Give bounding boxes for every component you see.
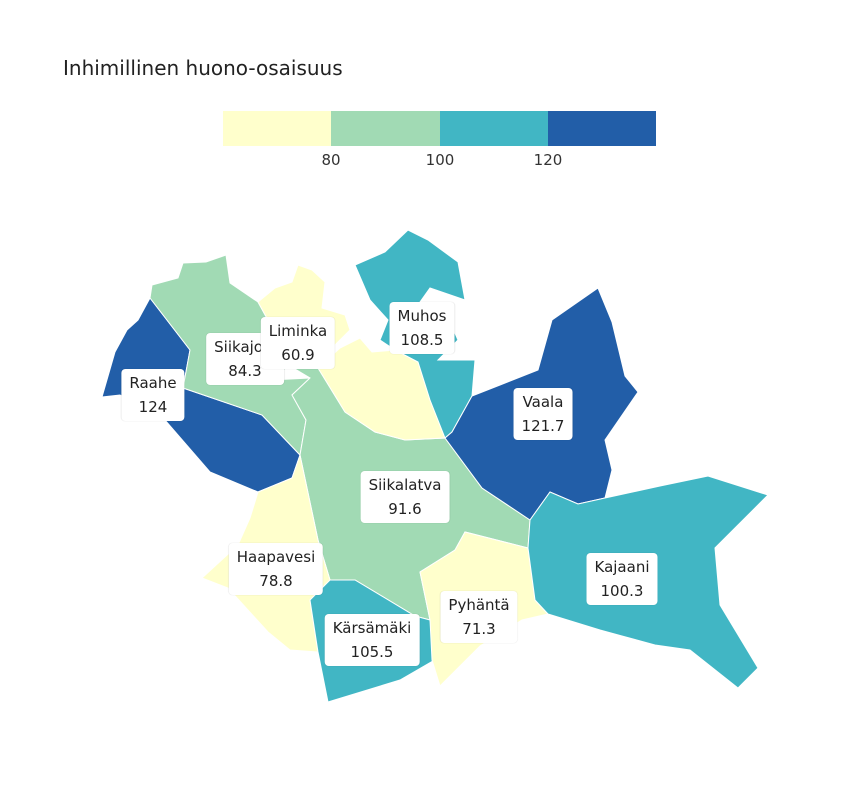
label-siikalatva: Siikalatva 91.6 (360, 471, 450, 523)
label-vaala: Vaala 121.7 (513, 388, 573, 440)
region-name: Siikajoki (214, 338, 276, 356)
region-name: Siikalatva (368, 476, 442, 494)
legend-swatch-2 (331, 111, 440, 146)
region-value: 100.3 (600, 582, 644, 600)
region-name: Kärsämäki (332, 619, 412, 637)
region-name: Pyhäntä (448, 596, 510, 614)
region-name: Raahe (129, 374, 177, 392)
region-value: 124 (138, 398, 168, 416)
region-name: Haapavesi (236, 548, 316, 566)
region-name: Kajaani (594, 558, 650, 576)
label-karsamaki: Kärsämäki 105.5 (324, 614, 420, 666)
label-liminka: Liminka 60.9 (260, 317, 336, 369)
legend-swatch-4 (548, 111, 656, 146)
legend-swatch-1 (223, 111, 331, 146)
legend-tick-80: 80 (321, 151, 341, 169)
region-value: 71.3 (462, 620, 496, 638)
label-haapavesi: Haapavesi 78.8 (228, 543, 324, 595)
legend-swatch-3 (440, 111, 548, 146)
region-name: Liminka (268, 322, 328, 340)
region-name: Muhos (397, 307, 447, 325)
region-value: 78.8 (259, 572, 293, 590)
region-value: 84.3 (228, 362, 262, 380)
region-value: 60.9 (281, 346, 315, 364)
label-muhos: Muhos 108.5 (389, 302, 455, 354)
legend-tick-100: 100 (425, 151, 455, 169)
label-kajaani: Kajaani 100.3 (586, 553, 658, 605)
legend-tick-120: 120 (533, 151, 563, 169)
label-raahe: Raahe 124 (121, 369, 185, 421)
label-pyhanta: Pyhäntä 71.3 (440, 591, 518, 643)
region-name: Vaala (522, 393, 564, 411)
region-value: 105.5 (350, 643, 394, 661)
region-value: 121.7 (521, 417, 565, 435)
region-value: 91.6 (388, 500, 422, 518)
region-value: 108.5 (400, 331, 444, 349)
map-title: Inhimillinen huono-osaisuus (63, 56, 343, 80)
